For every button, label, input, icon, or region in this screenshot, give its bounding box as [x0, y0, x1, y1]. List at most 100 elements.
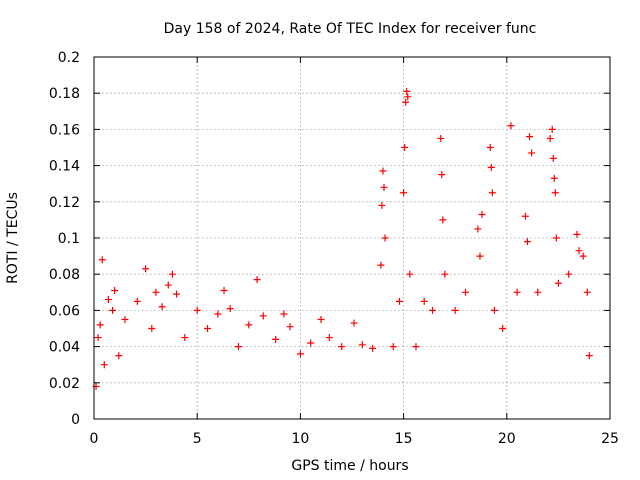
data-point: [378, 201, 386, 209]
y-tick-label: 0.12: [49, 195, 80, 211]
data-point: [173, 290, 181, 298]
data-point: [579, 252, 587, 260]
chart-title: Day 158 of 2024, Rate Of TEC Index for r…: [164, 21, 537, 37]
y-tick-label: 0.02: [49, 376, 80, 392]
data-point: [142, 265, 150, 273]
x-tick-label: 0: [90, 431, 99, 447]
data-point: [523, 238, 531, 246]
data-point: [403, 87, 411, 95]
x-tick-label: 15: [395, 431, 413, 447]
data-point: [546, 134, 554, 142]
data-point: [286, 323, 294, 331]
data-point: [521, 212, 529, 220]
data-point: [111, 286, 119, 294]
data-point: [245, 321, 253, 329]
data-point: [98, 256, 106, 264]
x-tick-label: 5: [193, 431, 202, 447]
data-point: [204, 325, 212, 332]
axis-ticks: 0 5 10 15 20 25 0 0.02 0.04 0.06 0.08 0.1 0.12 0.14 0.…: [49, 50, 619, 447]
y-tick-label: 0.18: [49, 86, 80, 102]
data-point: [573, 230, 581, 238]
data-point: [259, 312, 267, 320]
data-point: [583, 288, 591, 296]
data-point: [552, 234, 560, 242]
data-point: [158, 303, 166, 311]
data-point: [152, 288, 160, 296]
data-point: [554, 279, 562, 287]
data-point: [94, 334, 102, 342]
data-point: [487, 163, 495, 171]
data-point: [317, 315, 325, 323]
data-point: [551, 189, 559, 197]
y-tick-label: 0.2: [58, 50, 80, 66]
data-point: [109, 306, 117, 314]
y-axis-label: ROTI / TECUs: [5, 192, 21, 284]
data-point: [548, 125, 556, 133]
data-point: [338, 343, 346, 351]
data-point: [406, 270, 414, 278]
data-point: [404, 93, 412, 101]
x-axis-label: GPS time / hours: [291, 458, 408, 474]
data-point: [412, 343, 420, 351]
data-point: [439, 216, 447, 224]
data-point: [499, 325, 507, 332]
data-point: [451, 306, 459, 314]
data-point: [168, 270, 176, 278]
data-point: [350, 319, 358, 327]
data-point: [379, 167, 387, 175]
data-point: [462, 288, 470, 296]
data-point: [428, 306, 436, 314]
data-point: [401, 144, 409, 151]
data-point: [193, 306, 201, 314]
data-point: [181, 334, 189, 342]
data-point: [550, 174, 558, 182]
data-point: [400, 189, 408, 197]
data-points: [92, 87, 593, 390]
data-point: [420, 297, 428, 305]
data-point: [585, 352, 593, 360]
data-point: [478, 210, 486, 218]
x-tick-label: 20: [498, 431, 516, 447]
data-point: [96, 321, 104, 329]
y-tick-label: 0: [71, 412, 80, 428]
data-point: [490, 306, 498, 314]
data-point: [253, 276, 261, 284]
grid: [94, 57, 610, 419]
data-point: [381, 234, 389, 242]
data-point: [133, 297, 141, 305]
y-tick-label: 0.08: [49, 267, 80, 283]
data-point: [476, 252, 484, 260]
data-point: [115, 352, 123, 360]
data-point: [121, 315, 129, 323]
data-point: [575, 247, 583, 255]
data-point: [395, 297, 403, 305]
data-point: [441, 270, 449, 278]
data-point: [549, 154, 557, 162]
data-point: [513, 288, 521, 296]
data-point: [280, 310, 288, 318]
data-point: [296, 350, 304, 358]
data-point: [528, 149, 536, 157]
y-tick-label: 0.16: [49, 122, 80, 138]
x-tick-label: 10: [291, 431, 309, 447]
data-point: [380, 183, 388, 191]
data-point: [325, 334, 333, 342]
data-point: [438, 171, 446, 179]
data-point: [507, 122, 515, 130]
data-point: [534, 288, 542, 296]
data-point: [164, 281, 172, 289]
data-point: [104, 296, 112, 304]
data-point: [486, 144, 494, 151]
data-point: [402, 98, 410, 106]
data-point: [100, 361, 108, 369]
data-point: [437, 134, 445, 142]
x-tick-label: 25: [601, 431, 619, 447]
data-point: [474, 225, 482, 233]
data-point: [307, 339, 315, 347]
data-point: [377, 261, 385, 269]
y-tick-label: 0.1: [58, 231, 80, 247]
data-point: [389, 343, 397, 351]
data-point: [220, 286, 228, 294]
data-point: [565, 270, 573, 278]
